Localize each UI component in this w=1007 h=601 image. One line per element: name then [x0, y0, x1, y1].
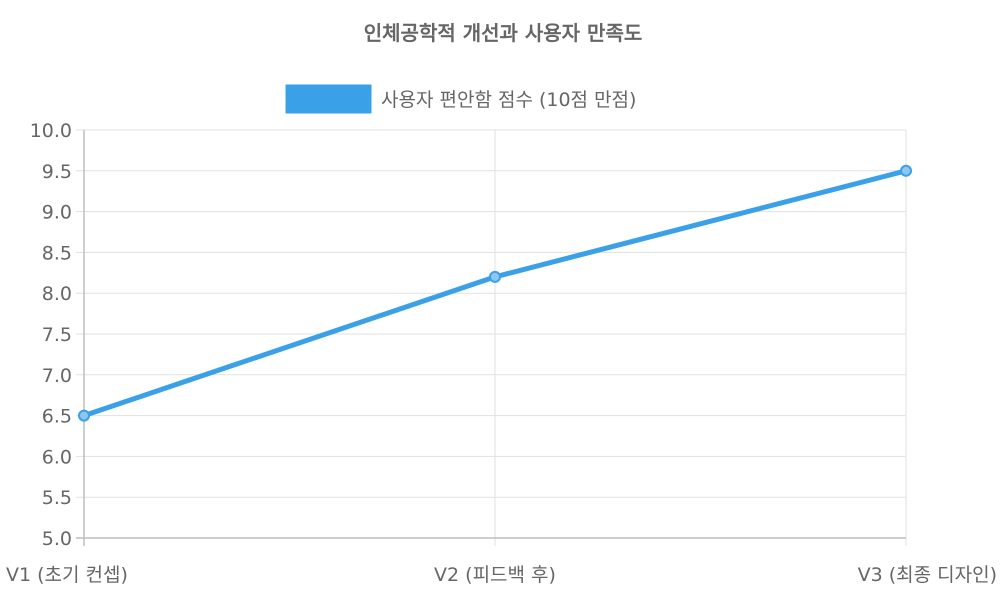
legend-swatch	[285, 84, 372, 114]
plot-area	[78, 164, 912, 422]
y-tick-label: 8.0	[42, 283, 72, 305]
x-tick-label: V1 (초기 컨셉)	[6, 564, 128, 586]
y-tick-label: 5.0	[42, 528, 72, 550]
data-point[interactable]	[489, 270, 501, 283]
y-tick-label: 10.0	[30, 120, 72, 142]
y-tick-label: 7.0	[42, 365, 72, 387]
y-axis: 5.0 5.5 6.0 6.5 7.0 7.5 8.0 8.5 9.0 9.5 10.0	[30, 120, 85, 550]
y-tick-label: 6.5	[42, 406, 72, 428]
x-tick-label: V3 (최종 디자인)	[858, 564, 997, 586]
data-point[interactable]	[900, 164, 912, 177]
y-tick-label: 7.5	[42, 324, 72, 346]
data-point[interactable]	[78, 409, 90, 422]
y-tick-label: 6.0	[42, 446, 72, 468]
y-tick-label: 8.5	[42, 242, 72, 264]
grid	[76, 129, 907, 546]
y-tick-label: 9.5	[42, 161, 72, 183]
legend[interactable]: 사용자 편안함 점수 (10점 만점)	[285, 84, 636, 114]
x-axis: V1 (초기 컨셉) V2 (피드백 후) V3 (최종 디자인)	[6, 537, 997, 586]
x-tick-label: V2 (피드백 후)	[434, 564, 556, 586]
y-tick-label: 5.5	[42, 487, 72, 509]
chart-title: 인체공학적 개선과 사용자 만족도	[364, 21, 643, 45]
legend-label: 사용자 편안함 점수 (10점 만점)	[381, 89, 636, 111]
y-tick-label: 9.0	[42, 202, 72, 224]
